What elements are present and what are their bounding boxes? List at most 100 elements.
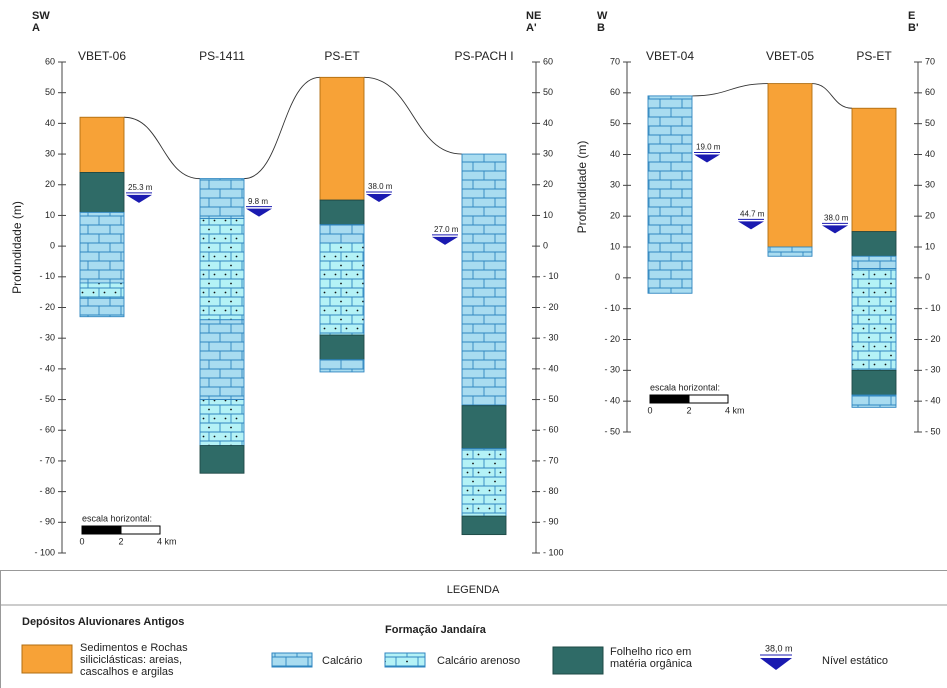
layer [200, 446, 244, 474]
legend-text: cascalhos e argilas [80, 666, 174, 678]
tick-label: - 30 [39, 333, 55, 343]
tick-label: 50 [45, 87, 55, 97]
legend-swatch [22, 645, 72, 673]
well-name: VBET-05 [766, 49, 814, 63]
tick-label: 40 [610, 149, 620, 159]
tick-label: - 90 [543, 517, 559, 527]
tick-label: 70 [925, 56, 935, 66]
legend-swatch [272, 653, 312, 667]
tick-label: 20 [925, 211, 935, 221]
tick-label: 60 [925, 87, 935, 97]
tick-label: - 70 [543, 455, 559, 465]
terrain-line [812, 84, 852, 109]
tick-label: 50 [610, 118, 620, 128]
axis-title: Profundidade (m) [575, 141, 589, 234]
layer [80, 298, 124, 316]
legend-text: Sedimentos e Rochas [80, 642, 188, 654]
tick-label: 10 [925, 241, 935, 251]
water-label: 25.3 m [128, 183, 153, 192]
layer [80, 117, 124, 172]
well-name: PS-ET [856, 49, 892, 63]
layer [462, 406, 506, 449]
tick-label: 10 [45, 210, 55, 220]
tick-label: 0 [925, 272, 930, 282]
terrain-line [364, 77, 462, 154]
tick-label: - 80 [543, 486, 559, 496]
water-label: 44.7 m [740, 210, 765, 219]
legend-group: Formação Jandaíra [385, 624, 487, 636]
tick-label: - 10 [604, 303, 620, 313]
scale-label: 4 km [157, 536, 177, 546]
tick-label: 0 [543, 241, 548, 251]
scale-label: 2 [118, 536, 123, 546]
water-level [246, 209, 272, 217]
layer [852, 108, 896, 231]
legend-text: Calcário [322, 655, 362, 667]
tick-label: - 10 [925, 303, 941, 313]
layer [852, 256, 896, 268]
tick-label: - 30 [604, 365, 620, 375]
legend-swatch [553, 647, 603, 674]
tick-label: - 70 [39, 455, 55, 465]
water-label: 38.0 m [368, 182, 393, 191]
legend-group: Depósitos Aluvionares Antigos [22, 616, 184, 628]
tick-label: - 50 [925, 426, 941, 436]
water-label: 19.0 m [696, 143, 721, 152]
layer [320, 243, 364, 335]
layer [852, 370, 896, 395]
tick-label: 40 [925, 149, 935, 159]
water-level [432, 237, 458, 245]
layer [852, 269, 896, 371]
water-level [366, 194, 392, 202]
terrain-line [692, 84, 768, 96]
legend-text: matéria orgânica [610, 658, 693, 670]
layer [200, 179, 244, 219]
water-level [822, 225, 848, 233]
tick-label: 30 [610, 180, 620, 190]
axis-title: Profundidade (m) [10, 201, 24, 294]
scale-title: escala horizontal: [650, 382, 720, 392]
tick-label: 30 [45, 148, 55, 158]
layer [200, 219, 244, 320]
scale-title: escala horizontal: [82, 513, 152, 523]
water-label: 38.0 m [824, 214, 849, 223]
legend-text: Calcário arenoso [437, 655, 520, 667]
section-end-label: B [597, 22, 605, 34]
well-name: VBET-06 [78, 49, 126, 63]
tick-label: - 40 [925, 396, 941, 406]
tick-label: - 30 [543, 333, 559, 343]
tick-label: - 40 [604, 396, 620, 406]
layer [648, 96, 692, 293]
layer [852, 232, 896, 257]
scale-bar [121, 526, 160, 534]
tick-label: 50 [543, 87, 553, 97]
section-end-label: SW [32, 10, 50, 22]
cross-sections: 6050403020100- 10- 20- 30- 40- 50- 60- 7… [10, 10, 940, 557]
tick-label: - 10 [543, 271, 559, 281]
section-end-label: NE [526, 10, 541, 22]
tick-label: - 10 [39, 271, 55, 281]
tick-label: 70 [610, 56, 620, 66]
tick-label: 60 [610, 87, 620, 97]
legend-text: Folhelho rico em [610, 646, 691, 658]
tick-label: - 20 [543, 302, 559, 312]
layer [320, 360, 364, 372]
figure: 6050403020100- 10- 20- 30- 40- 50- 60- 7… [0, 0, 947, 688]
layer [320, 200, 364, 225]
water-level [738, 221, 764, 229]
tick-label: 60 [45, 56, 55, 66]
terrain-line [124, 117, 200, 178]
well-name: PS-ET [324, 49, 360, 63]
tick-label: - 40 [39, 363, 55, 373]
layer [768, 84, 812, 247]
section-end-label: B' [908, 22, 919, 34]
water-level [126, 195, 152, 203]
tick-label: - 50 [543, 394, 559, 404]
layer [852, 395, 896, 407]
tick-label: - 20 [39, 302, 55, 312]
layer [320, 225, 364, 243]
legend: LEGENDA Depósitos Aluvionares Antigos Fo… [0, 571, 947, 688]
tick-label: - 20 [604, 334, 620, 344]
tick-label: - 90 [39, 517, 55, 527]
